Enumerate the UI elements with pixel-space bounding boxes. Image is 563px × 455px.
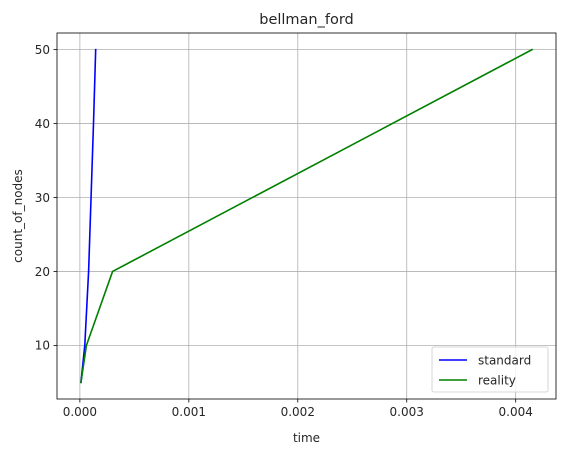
chart-title: bellman_ford: [259, 12, 354, 28]
x-tick-label: 0.004: [499, 405, 533, 419]
y-tick-label: 40: [35, 117, 50, 131]
series-line-standard: [80, 48, 97, 384]
x-tick-label: 0.003: [390, 405, 424, 419]
x-axis-label: time: [293, 431, 320, 445]
grid-lines: [57, 33, 556, 399]
y-tick-label: 30: [35, 191, 50, 205]
legend: standard reality: [431, 346, 549, 393]
y-axis-ticks: 10 20 30 40 50: [35, 43, 57, 353]
legend-label-standard: standard: [478, 353, 531, 367]
series-layer: [80, 48, 534, 384]
x-tick-label: 0.001: [172, 405, 206, 419]
y-axis-label: count_of_nodes: [11, 169, 25, 263]
legend-label-reality: reality: [478, 373, 516, 387]
y-tick-label: 10: [35, 339, 50, 353]
plot-area-frame: [56, 32, 557, 400]
y-tick-label: 20: [35, 265, 50, 279]
x-axis-ticks: 0.000 0.001 0.002 0.003 0.004: [63, 399, 533, 419]
series-line-reality: [80, 48, 534, 384]
x-tick-label: 0.002: [281, 405, 315, 419]
x-tick-label: 0.000: [63, 405, 97, 419]
y-tick-label: 50: [35, 43, 50, 57]
